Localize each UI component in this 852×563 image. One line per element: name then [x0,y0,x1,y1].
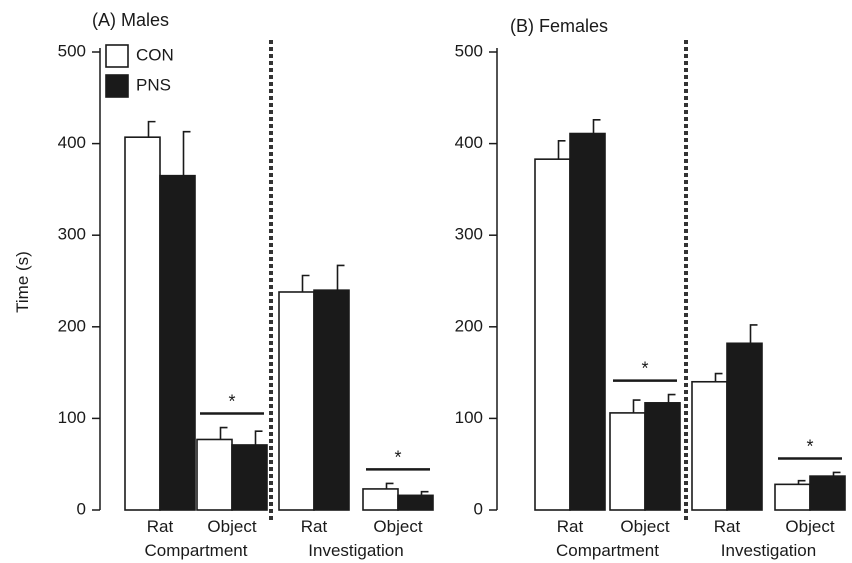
bar-pns [397,494,434,511]
panel-males: (A) Males 0 100 200 300 400 500 Rat Object Rat Obj… [58,10,434,560]
bar-con [124,136,161,511]
bar-pns [159,174,196,511]
significance-marker: * [228,392,235,412]
x-group-label: Compartment [145,541,248,560]
panel-title: (A) Males [92,10,169,30]
error-bar [714,372,723,382]
error-bar [557,140,566,160]
x-group-label: Investigation [308,541,403,560]
error-bar [301,274,310,292]
error-bar [420,490,429,496]
legend: CON PNS [105,44,174,98]
error-bar [385,482,394,489]
bar-con [362,488,399,511]
bar-con [691,380,728,511]
x-group-label: Investigation [721,541,816,560]
x-category-label: Object [207,517,256,536]
y-tick-label: 200 [58,316,86,335]
error-bar [254,430,263,445]
y-tick-label: 300 [58,225,86,244]
error-bar [667,393,676,403]
bar-pns [726,342,763,511]
legend-pns-label: PNS [136,75,171,94]
legend-pns-swatch [105,74,129,98]
y-tick-label: 500 [455,41,483,60]
error-bar [749,324,758,344]
bar-con [609,412,646,511]
significance-marker: * [641,359,648,379]
error-bar [832,471,841,477]
legend-con-label: CON [136,45,174,64]
panel-title: (B) Females [510,16,608,36]
bar-con [774,483,811,511]
significance-marker: * [806,436,813,456]
bar-con [278,291,315,511]
x-category-label: Rat [147,517,174,536]
error-bar [797,479,806,485]
bar-con [534,158,571,511]
y-tick-label: 100 [455,408,483,427]
x-category-label: Rat [301,517,328,536]
bar-pns [313,289,350,511]
y-tick-label: 0 [77,499,86,518]
x-category-label: Rat [557,517,584,536]
x-category-label: Object [373,517,422,536]
error-bar [182,130,191,176]
bar-pns [809,475,846,511]
y-tick-label: 200 [455,316,483,335]
error-bar [632,399,641,413]
y-tick-label: 500 [58,41,86,60]
y-tick-label: 300 [455,225,483,244]
y-tick-label: 400 [58,133,86,152]
bar-pns [644,402,681,511]
error-bar [219,426,228,440]
x-category-label: Object [620,517,669,536]
error-bar [592,118,601,134]
y-tick-label: 0 [474,499,483,518]
x-category-label: Object [785,517,834,536]
bar-pns [569,132,606,511]
x-group-label: Compartment [556,541,659,560]
y-tick-label: 100 [58,408,86,427]
panel-females: (B) Females 0 100 200 300 400 500 Rat Object Rat O… [455,16,846,560]
x-category-label: Rat [714,517,741,536]
legend-con-swatch [105,44,129,68]
y-axis-label: Time (s) [13,251,32,313]
bar-pns [231,444,268,511]
error-bar [336,264,345,291]
error-bar [147,120,156,138]
significance-marker: * [394,447,401,467]
y-tick-label: 400 [455,133,483,152]
bar-con [196,438,233,511]
